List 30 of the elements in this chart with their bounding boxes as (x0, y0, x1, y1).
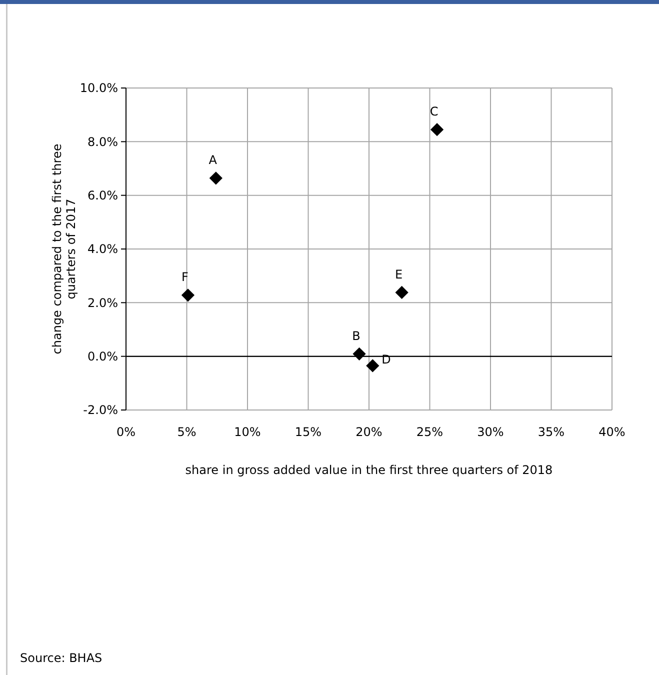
annotation: E (395, 267, 403, 282)
x-tick-label: 25% (416, 425, 444, 439)
y-axis-title: change compared to the first three quarters of 2017 (50, 144, 78, 354)
point (181, 288, 195, 302)
x-tick-label: 40% (598, 425, 626, 439)
y-tick-label: 4.0% (88, 242, 118, 256)
y-tick-label: 8.0% (88, 134, 118, 149)
x-tick-label: 15% (294, 425, 322, 439)
y-tick-label: 10.0% (80, 81, 118, 96)
point (430, 123, 444, 136)
y-tick-label: 2.0% (88, 296, 118, 310)
annotation: C (430, 104, 438, 119)
point (366, 359, 380, 372)
x-tick-label: 30% (477, 425, 504, 439)
annotation: F (182, 270, 189, 284)
x-tick-label: 10% (234, 425, 261, 439)
point (352, 347, 366, 360)
point (209, 172, 222, 185)
x-tick-label: 20% (356, 425, 382, 439)
x-tick-label: 5% (177, 425, 196, 439)
annotation: B (352, 328, 360, 343)
x-tick-label: 35% (538, 425, 565, 439)
annotation: A (208, 153, 218, 168)
x-axis-title: share in gross added value in the first three quarters of 2018 (185, 463, 553, 477)
x-tick-label: 0% (116, 425, 136, 439)
y-tick-label: -2.0% (83, 403, 118, 418)
y-tick-label: 0.0% (88, 350, 118, 364)
source-note: Source: BHAS (20, 651, 102, 665)
y-tick-label: 6.0% (88, 188, 118, 203)
point (395, 286, 408, 300)
